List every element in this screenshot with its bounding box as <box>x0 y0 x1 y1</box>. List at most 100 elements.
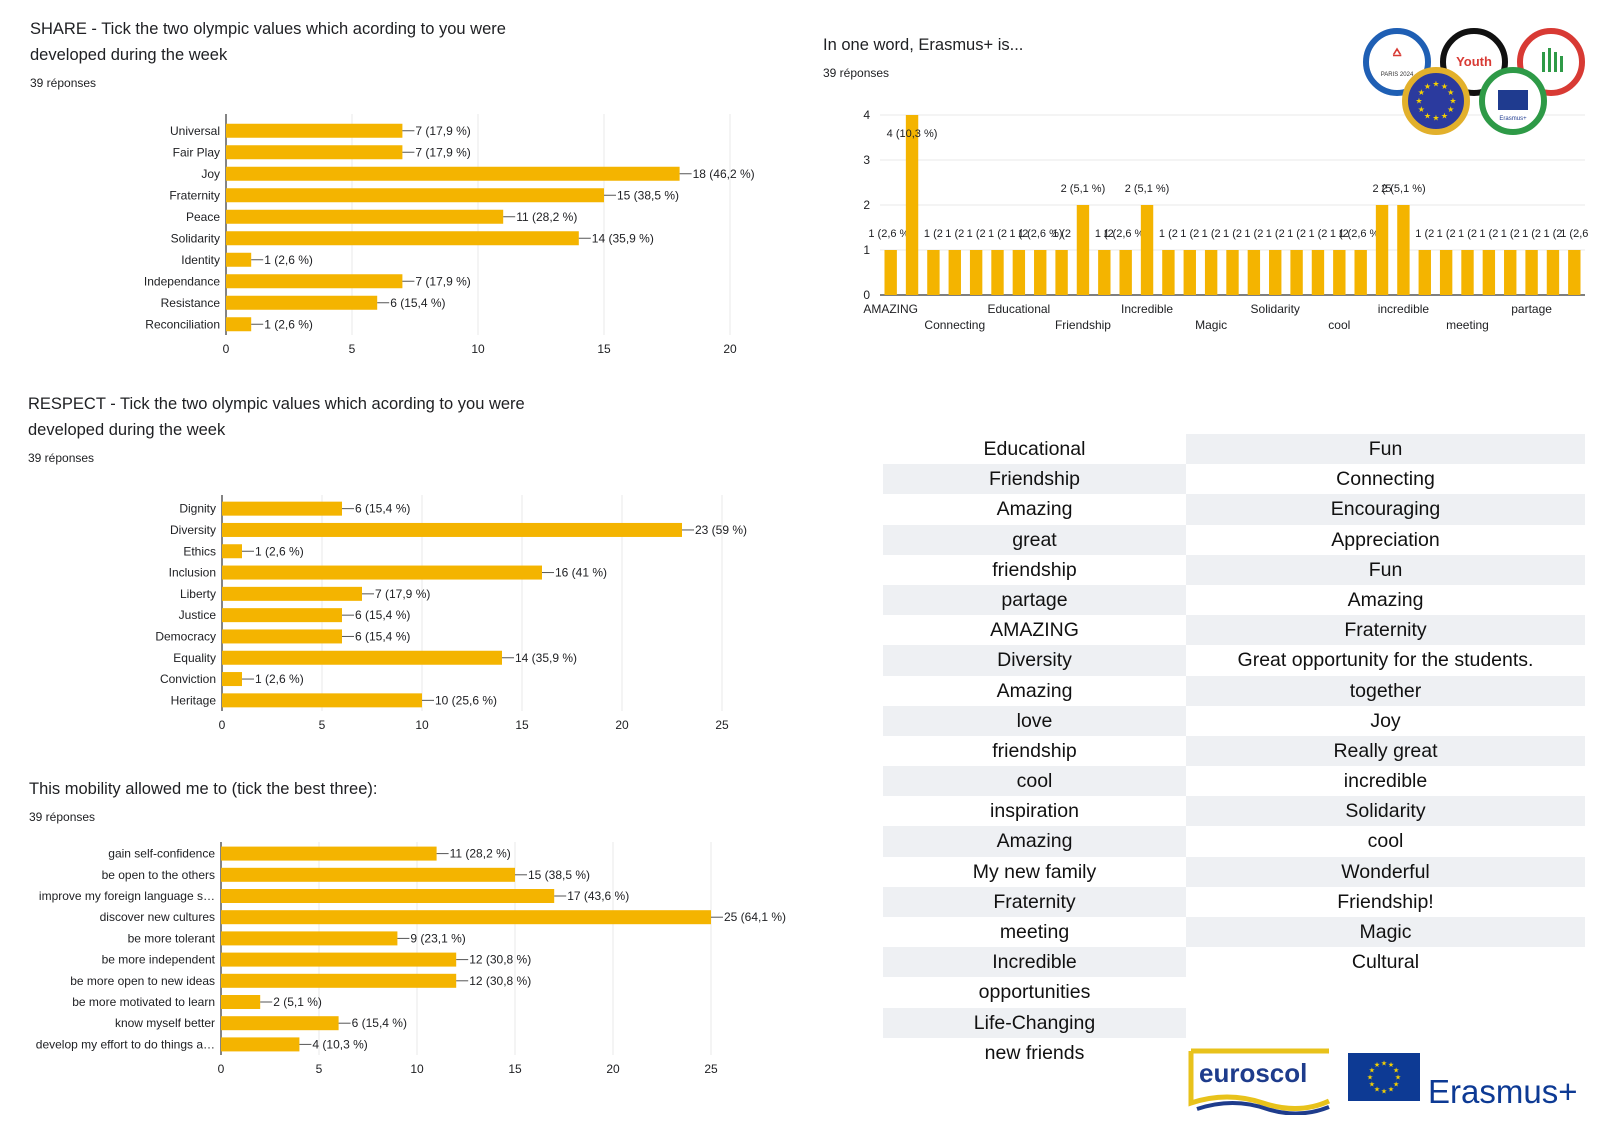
data-label: 1 (2 <box>924 228 943 240</box>
data-label: 9 (23,1 %) <box>410 931 465 945</box>
word-cell: Encouraging <box>1186 494 1585 525</box>
bar <box>226 295 378 310</box>
column <box>1055 250 1068 295</box>
x-tick-label: Friendship <box>1055 318 1111 332</box>
column <box>1354 250 1367 295</box>
category-label: Liberty <box>180 587 216 601</box>
word-cell: new friends <box>984 1041 1085 1064</box>
mobility-question-panel: This mobility allowed me to (tick the be… <box>29 776 749 824</box>
svg-text:★: ★ <box>1374 1085 1380 1093</box>
bar <box>226 188 604 203</box>
bar <box>221 889 555 903</box>
x-tick-label: 10 <box>471 342 485 356</box>
data-label: 1 (2,6 %) <box>1103 228 1148 240</box>
column <box>1034 250 1047 295</box>
data-label: 12 (30,8 %) <box>469 974 531 988</box>
category-label: be open to the others <box>102 868 215 882</box>
x-tick-label: 25 <box>704 1062 718 1076</box>
bar <box>226 123 403 138</box>
bar <box>221 995 261 1009</box>
data-label: 14 (35,9 %) <box>515 651 577 665</box>
svg-text:★: ★ <box>1418 88 1425 97</box>
data-label: 23 (59 %) <box>695 523 747 537</box>
data-label: 1 (2,6 %) <box>255 672 304 686</box>
word-cell: meeting <box>999 921 1070 943</box>
x-tick-label: 10 <box>410 1062 424 1076</box>
column <box>1461 250 1474 295</box>
word-cell: Fraternity <box>883 886 1186 917</box>
data-label: 1 (2 <box>1308 228 1327 240</box>
bar <box>221 1037 300 1052</box>
svg-text:★: ★ <box>1367 1073 1373 1081</box>
bar <box>221 952 457 967</box>
category-label: gain self-confidence <box>108 847 215 861</box>
x-tick-label: 5 <box>316 1062 323 1076</box>
data-label: 1 (2 <box>1437 228 1456 240</box>
data-label: 1 (2 <box>945 228 964 240</box>
column <box>1375 205 1389 295</box>
category-label: Reconciliation <box>145 317 220 331</box>
category-label: be more open to new ideas <box>70 974 215 988</box>
x-tick-label: 0 <box>219 718 226 732</box>
data-label: 17 (43,6 %) <box>567 889 629 903</box>
data-label: 1 (2 <box>1244 228 1263 240</box>
column <box>991 250 1004 295</box>
svg-text:★: ★ <box>1449 97 1456 106</box>
svg-text:★: ★ <box>1418 105 1425 114</box>
category-label: Universal <box>170 124 220 138</box>
category-label: be more independent <box>102 953 216 967</box>
column <box>948 250 961 295</box>
x-tick-label: partage <box>1511 302 1552 316</box>
column <box>1333 250 1346 295</box>
svg-text:★: ★ <box>1441 82 1448 91</box>
category-label: Solidarity <box>171 231 220 245</box>
column <box>1204 250 1218 295</box>
bar <box>222 608 342 623</box>
word-cell: Amazing <box>1347 588 1424 611</box>
svg-text:★: ★ <box>1369 1066 1375 1074</box>
x-tick-label: 15 <box>597 342 611 356</box>
category-label: Ethics <box>183 544 216 558</box>
respect-question-panel: RESPECT - Tick the two olympic values wh… <box>28 391 748 465</box>
word-cell: Appreciation <box>1331 528 1440 551</box>
svg-text:★: ★ <box>1447 105 1454 114</box>
eu-stars-icon: ★★★★★★★★★ ★ ★★ <box>1415 80 1456 123</box>
word-cell: AMAZING <box>990 619 1079 642</box>
column <box>1012 250 1026 295</box>
word-cell: Wonderful <box>1186 856 1585 887</box>
share-question-panel: SHARE - Tick the two olympic values whic… <box>30 16 750 90</box>
mobility-response-count: 39 réponses <box>29 810 96 824</box>
svg-text:★: ★ <box>1369 1080 1375 1088</box>
svg-text:★: ★ <box>1415 97 1422 106</box>
svg-text:★: ★ <box>1441 111 1448 120</box>
column <box>1439 250 1453 295</box>
word-cell: Amazing <box>996 498 1073 521</box>
svg-text:★: ★ <box>1432 114 1439 123</box>
data-label: 1 (2 <box>1458 228 1477 240</box>
data-label: 4 (10,3 %) <box>887 128 938 140</box>
bar <box>222 629 342 644</box>
column <box>1247 250 1261 295</box>
data-label: 6 (15,4 %) <box>355 608 410 622</box>
bar <box>226 166 680 181</box>
column <box>884 250 897 295</box>
data-label: 1 (2 <box>988 228 1007 240</box>
bar <box>222 693 422 708</box>
data-label: 1 (2 <box>1266 228 1285 240</box>
svg-text:★: ★ <box>1381 1059 1387 1067</box>
category-label: Fraternity <box>169 188 220 202</box>
word-cell: friendship <box>992 558 1077 581</box>
data-label: 25 (64,1 %) <box>724 910 786 924</box>
word-cell: Fun <box>1186 434 1585 465</box>
bar <box>221 973 457 988</box>
erasmus-small-text: Erasmus+ <box>1499 116 1527 122</box>
data-label: 1 (2 <box>1009 228 1028 240</box>
word-cell: cool <box>883 766 1186 797</box>
word-cell: Friendship! <box>1337 890 1434 913</box>
category-label: Heritage <box>171 693 217 707</box>
data-label: 1 (2 <box>967 228 986 240</box>
bar <box>222 672 242 687</box>
word-cell: Great opportunity for the students. <box>1237 649 1534 672</box>
x-tick-label: AMAZING <box>863 302 918 316</box>
